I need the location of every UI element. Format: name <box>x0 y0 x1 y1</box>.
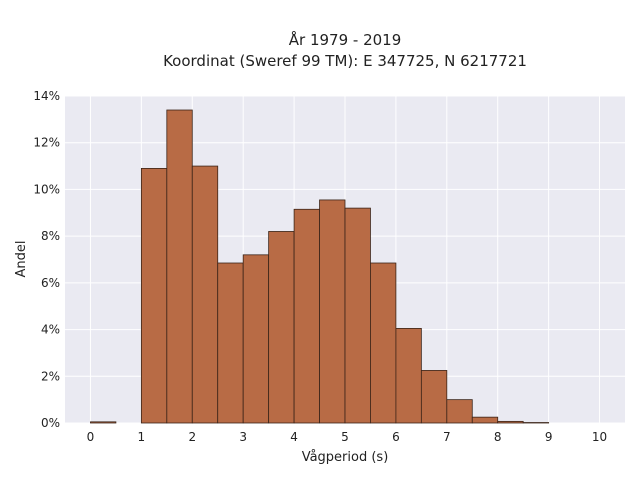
histogram-bar <box>268 231 295 424</box>
histogram-bar <box>395 328 422 424</box>
y-axis-ticks: 0% 2% 4% 6% 8% 10% 12% 14% <box>33 89 60 430</box>
histogram-bar <box>319 199 346 424</box>
x-tick-label: 3 <box>239 430 247 444</box>
y-tick-label: 4% <box>41 323 60 337</box>
x-tick-label: 7 <box>443 430 451 444</box>
y-tick-label: 12% <box>33 136 60 150</box>
histogram-bar <box>446 399 473 424</box>
x-tick-label: 4 <box>290 430 298 444</box>
histogram-bar <box>140 168 168 424</box>
histogram-bar <box>420 370 448 424</box>
y-tick-label: 8% <box>41 229 60 243</box>
y-tick-label: 2% <box>41 369 60 383</box>
x-tick-label: 10 <box>592 430 607 444</box>
y-axis-label: Andel <box>14 241 29 278</box>
x-tick-label: 8 <box>494 430 502 444</box>
y-tick-label: 14% <box>33 89 60 103</box>
histogram-bar <box>497 420 524 424</box>
y-tick-label: 6% <box>41 276 60 290</box>
x-tick-label: 1 <box>138 430 146 444</box>
x-tick-label: 0 <box>87 430 95 444</box>
histogram-bar <box>242 254 270 424</box>
histogram-bar <box>90 421 117 424</box>
y-tick-label: 10% <box>33 182 60 196</box>
histogram-bar <box>344 207 371 424</box>
histogram-bar <box>370 262 397 424</box>
x-tick-label: 5 <box>341 430 349 444</box>
y-tick-label: 0% <box>41 416 60 430</box>
histogram-bar <box>217 262 244 424</box>
histogram-bar <box>471 416 499 424</box>
x-tick-label: 2 <box>188 430 196 444</box>
x-tick-label: 9 <box>545 430 553 444</box>
x-tick-label: 6 <box>392 430 400 444</box>
histogram-bar <box>293 208 320 424</box>
histogram-bar <box>166 109 193 424</box>
histogram-bar <box>191 165 219 424</box>
chart-title-line-2: Koordinat (Sweref 99 TM): E 347725, N 62… <box>163 52 527 70</box>
x-axis-label: Vågperiod (s) <box>302 450 389 465</box>
chart-title-line-1: År 1979 - 2019 <box>289 30 402 49</box>
x-axis-ticks: 0 1 2 3 4 5 6 7 8 9 10 <box>87 430 608 444</box>
histogram-bars <box>90 109 550 424</box>
